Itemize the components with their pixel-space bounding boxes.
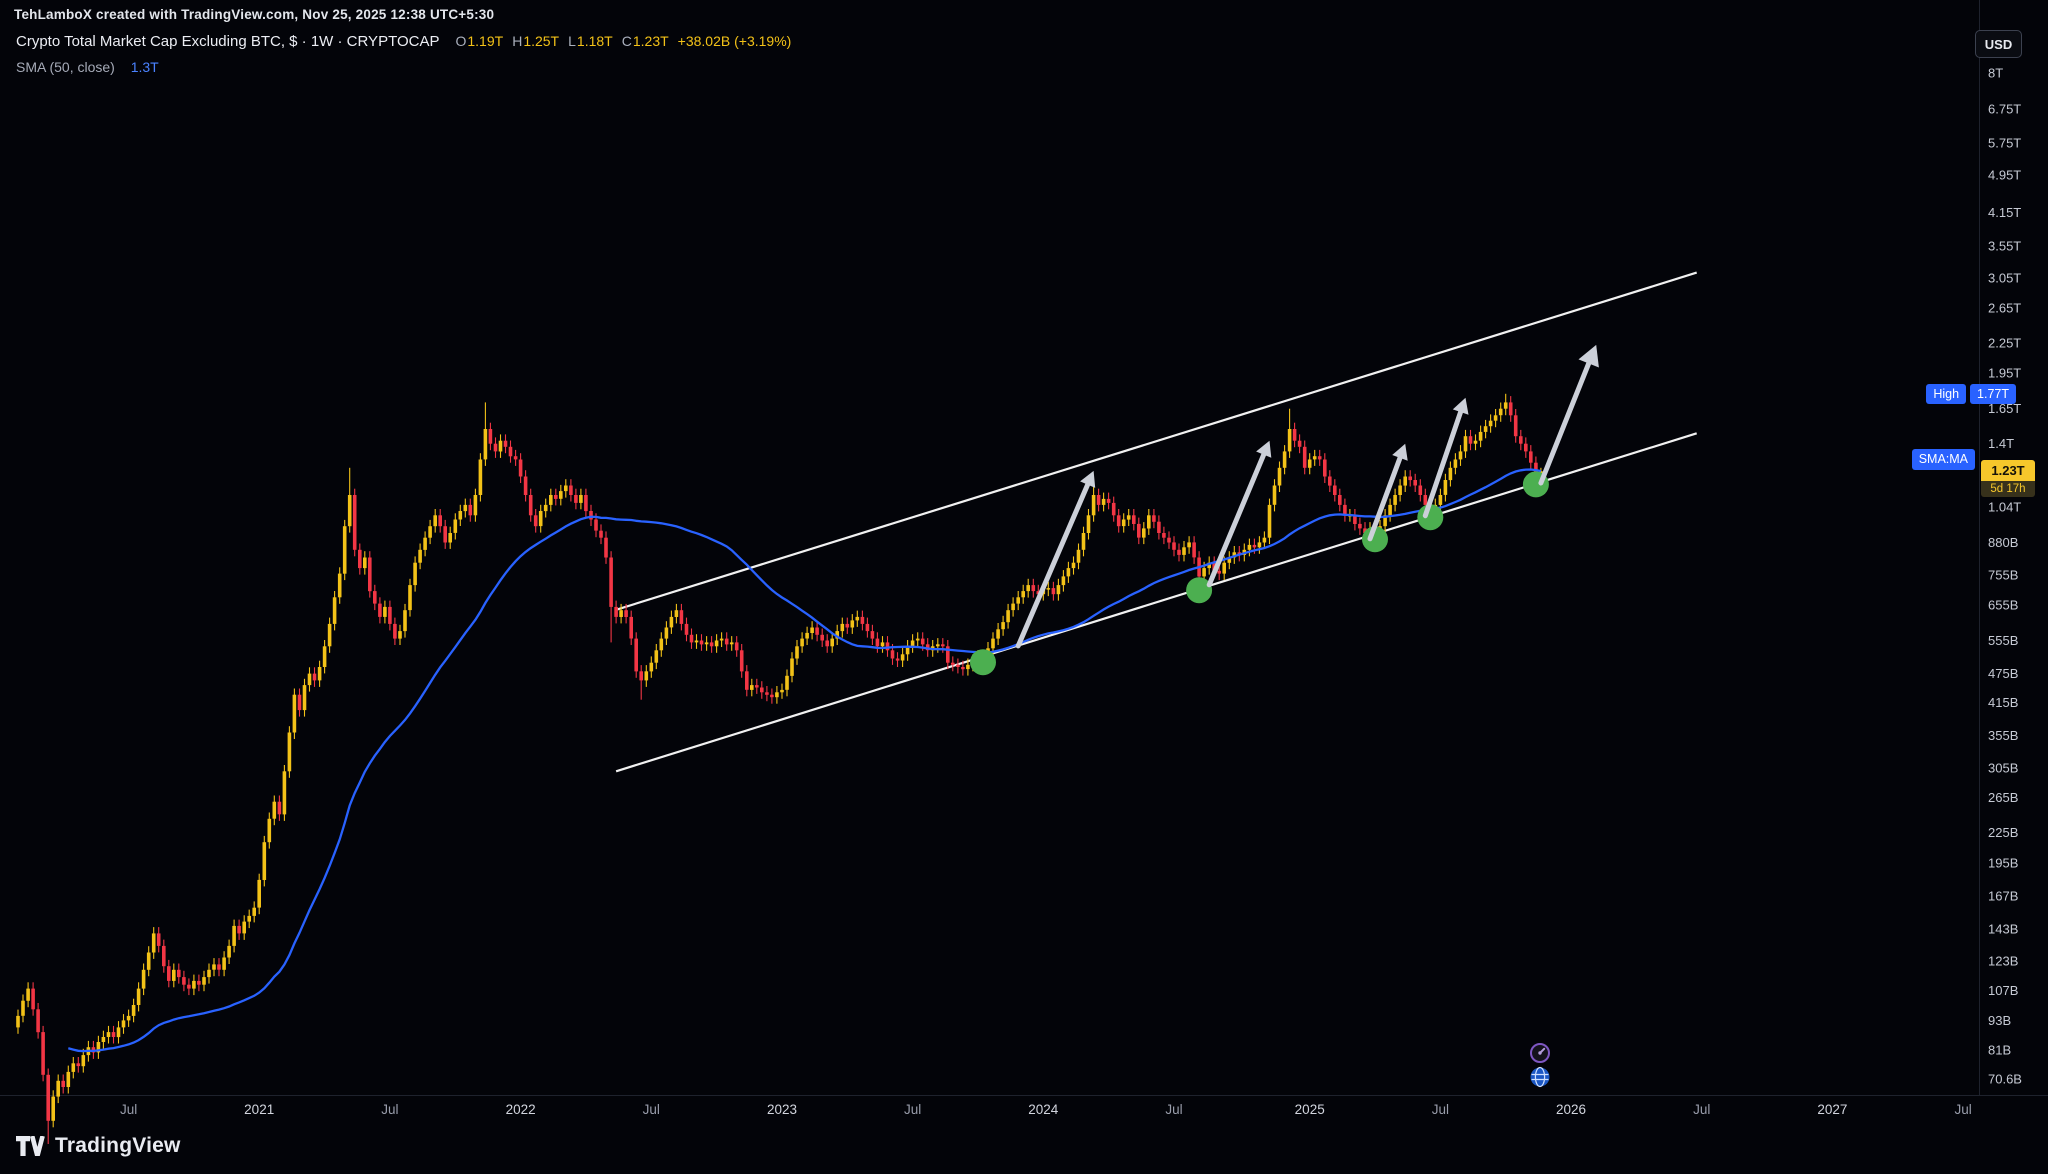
currency-toggle-button[interactable]: USD [1975, 30, 2022, 58]
trend-arrows-layer[interactable] [1015, 344, 1599, 649]
close-value: 1.23T [632, 33, 669, 49]
price-tick-label: 1.95T [1988, 366, 2021, 381]
green-circle-marker [970, 649, 996, 676]
chart-legend: Crypto Total Market Cap Excluding BTC, $… [16, 33, 791, 75]
time-tick-label: Jul [1432, 1102, 1449, 1117]
price-tick-label: 475B [1988, 666, 2018, 681]
low-value: 1.18T [576, 33, 613, 49]
open-value: 1.19T [467, 33, 504, 49]
price-tick-label: 1.4T [1988, 436, 2014, 451]
price-tick-label: 655B [1988, 598, 2018, 613]
price-tick-label: 8T [1988, 66, 2003, 81]
trend-arrow-head [1578, 344, 1599, 368]
time-tick-label: Jul [1693, 1102, 1710, 1117]
time-tick-label: Jul [381, 1102, 398, 1117]
high-value: 1.25T [523, 33, 560, 49]
price-tick-label: 3.05T [1988, 271, 2021, 286]
price-tick-label: 143B [1988, 921, 2018, 936]
time-tick-label: 2026 [1556, 1102, 1586, 1117]
price-tick-label: 305B [1988, 760, 2018, 775]
high-badge-value: 1.77T [1970, 383, 2016, 405]
trend-arrow-head [1452, 397, 1469, 415]
price-tick-label: 123B [1988, 953, 2018, 968]
time-tick-label: 2025 [1295, 1102, 1325, 1117]
price-tick-label: 70.6B [1988, 1072, 2022, 1087]
trend-arrow [1206, 452, 1267, 588]
change-value: +38.02B (+3.19%) [677, 33, 792, 49]
high-price-badge: High 1.77T [1926, 383, 2016, 405]
price-tick-label: 6.75T [1988, 102, 2021, 117]
time-tick-label: Jul [904, 1102, 921, 1117]
price-tick-label: 225B [1988, 825, 2018, 840]
price-tick-label: 167B [1988, 888, 2018, 903]
high-label: H [512, 33, 523, 49]
price-tick-label: 1.04T [1988, 499, 2021, 514]
high-badge-label: High [1926, 383, 1967, 405]
price-tick-label: 265B [1988, 790, 2018, 805]
green-circle-marker [1417, 504, 1444, 531]
price-tick-label: 2.25T [1988, 335, 2021, 350]
price-tick-label: 555B [1988, 633, 2018, 648]
tradingview-logo[interactable]: TradingView [16, 1134, 181, 1158]
green-circle-marker [1186, 577, 1213, 604]
trend-channel-lines[interactable] [615, 271, 1698, 773]
candles-layer [16, 393, 1543, 1144]
price-tick-label: 93B [1988, 1013, 2011, 1028]
last-price-badge: 1.23T 5d 17h [1981, 460, 2035, 498]
price-tick-label: 81B [1988, 1042, 2011, 1057]
sma-axis-badge: SMA:MA [1911, 449, 1975, 470]
symbol-title[interactable]: Crypto Total Market Cap Excluding BTC, $… [16, 33, 440, 50]
trend-arrow-head [1080, 470, 1096, 488]
price-tick-label: 2.65T [1988, 300, 2021, 315]
last-price-value: 1.23T [1981, 460, 2035, 482]
gauge-icon[interactable] [1529, 1042, 1551, 1064]
price-tick-label: 4.95T [1988, 168, 2021, 183]
time-tick-label: 2027 [1817, 1102, 1847, 1117]
time-tick-label: 2023 [767, 1102, 797, 1117]
globe-icon[interactable] [1529, 1066, 1551, 1088]
trend-arrow [1422, 409, 1464, 519]
price-tick-label: 3.55T [1988, 238, 2021, 253]
tradingview-logo-text: TradingView [55, 1134, 181, 1157]
entry-markers-layer[interactable] [970, 471, 1549, 676]
close-label: C [621, 33, 632, 49]
chart-watermark: TehLamboX created with TradingView.com, … [14, 7, 495, 22]
bar-countdown-timer: 5d 17h [1981, 481, 2035, 498]
open-label: O [455, 33, 467, 49]
price-tick-label: 195B [1988, 855, 2018, 870]
ohlc-readout: O1.19T H1.25T L1.18T C1.23T +38.02B (+3.… [455, 33, 791, 49]
trend-arrow-head [1256, 440, 1272, 458]
time-tick-label: Jul [1165, 1102, 1182, 1117]
price-tick-label: 5.75T [1988, 136, 2021, 151]
price-tick-label: 107B [1988, 983, 2018, 998]
price-tick-label: 355B [1988, 728, 2018, 743]
time-tick-label: Jul [1954, 1102, 1971, 1117]
time-tick-label: 2024 [1028, 1102, 1059, 1117]
low-label: L [568, 33, 576, 49]
price-tick-label: 415B [1988, 695, 2018, 710]
price-tick-label: 755B [1988, 568, 2018, 583]
trend-arrow-head [1392, 443, 1408, 461]
time-tick-label: 2022 [506, 1102, 536, 1117]
time-tick-label: 2021 [244, 1102, 274, 1117]
tradingview-mark-icon [16, 1136, 45, 1156]
time-tick-label: Jul [120, 1102, 137, 1117]
sma-line[interactable] [68, 468, 1542, 1053]
time-tick-label: Jul [643, 1102, 660, 1117]
trend-arrow [1367, 455, 1403, 542]
trend-arrow [1538, 360, 1592, 486]
trend-arrow [1015, 482, 1091, 649]
axes-layer[interactable]: 8T 6.75T 5.75T 4.95T 4.15T 3.55T 3.05T 2.65T 2.2… [0, 0, 2048, 1117]
price-tick-label: 4.15T [1988, 205, 2021, 220]
sma-indicator-label[interactable]: SMA (50, close) [16, 59, 115, 75]
price-tick-label: 1.65T [1988, 401, 2021, 416]
sma-indicator-value: 1.3T [130, 59, 159, 75]
green-circle-marker [1362, 526, 1388, 553]
price-tick-label: 880B [1988, 535, 2018, 550]
